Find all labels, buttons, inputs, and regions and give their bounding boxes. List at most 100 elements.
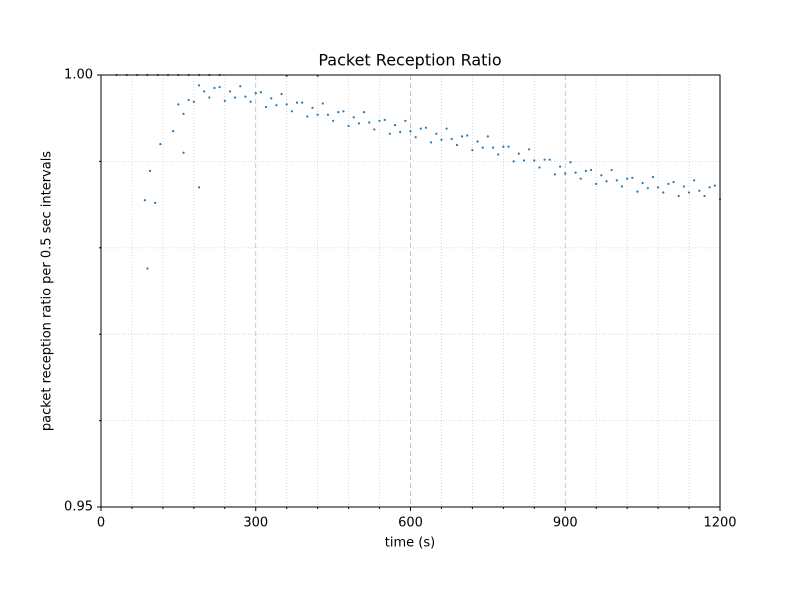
point xyxy=(259,91,263,94)
point xyxy=(682,185,685,188)
point xyxy=(148,169,152,173)
x-tick-label: 300 xyxy=(243,516,268,531)
point xyxy=(399,130,402,134)
point xyxy=(264,105,268,109)
point xyxy=(337,111,340,114)
point xyxy=(548,158,551,161)
point xyxy=(342,110,345,113)
point xyxy=(228,90,232,93)
x-tick-label: 0 xyxy=(97,516,105,531)
point xyxy=(662,191,665,194)
point xyxy=(584,169,587,173)
point xyxy=(672,181,675,184)
point xyxy=(419,127,422,130)
point xyxy=(311,106,314,109)
y-axis-label: packet reception ratio per 0.5 sec inter… xyxy=(40,151,55,431)
point xyxy=(280,92,283,96)
point xyxy=(605,180,608,183)
point xyxy=(373,128,376,131)
point xyxy=(558,165,562,168)
point xyxy=(321,102,324,105)
point xyxy=(687,191,691,194)
point xyxy=(615,179,618,182)
point xyxy=(538,166,541,169)
x-tick-label: 900 xyxy=(553,516,578,531)
point xyxy=(197,186,201,189)
point xyxy=(208,96,211,99)
point xyxy=(522,159,526,162)
point xyxy=(600,174,603,177)
point xyxy=(713,184,716,187)
point xyxy=(698,189,701,192)
point xyxy=(486,135,489,138)
point xyxy=(332,119,335,122)
y-tick-label: 1.00 xyxy=(64,68,93,83)
point xyxy=(187,98,190,102)
point xyxy=(290,110,293,113)
point xyxy=(595,182,598,185)
point xyxy=(388,132,391,135)
point xyxy=(244,95,247,98)
point xyxy=(306,115,309,118)
point xyxy=(533,159,536,162)
point xyxy=(466,134,469,137)
point xyxy=(497,153,500,156)
plot-frame xyxy=(100,74,721,508)
point xyxy=(543,158,546,161)
point xyxy=(450,137,453,141)
point xyxy=(631,176,634,179)
point xyxy=(182,151,185,154)
point xyxy=(693,179,696,182)
point xyxy=(159,143,162,146)
point xyxy=(569,161,572,164)
point xyxy=(213,86,216,90)
point xyxy=(589,168,593,172)
point xyxy=(378,119,381,122)
point xyxy=(383,118,386,122)
point xyxy=(564,172,567,175)
point xyxy=(254,92,257,95)
point xyxy=(708,186,711,189)
point xyxy=(460,135,464,138)
point xyxy=(192,100,195,103)
point xyxy=(512,160,515,163)
point xyxy=(440,138,443,141)
x-tick-label: 600 xyxy=(398,516,423,531)
point xyxy=(295,101,299,104)
point xyxy=(177,103,180,106)
point xyxy=(574,171,577,174)
point xyxy=(203,90,206,93)
point xyxy=(677,194,680,198)
point xyxy=(703,194,706,198)
x-axis-label: time (s) xyxy=(385,536,435,551)
point xyxy=(476,140,479,143)
point xyxy=(249,100,252,103)
point xyxy=(646,187,649,190)
point xyxy=(270,97,273,100)
point xyxy=(154,201,157,204)
point xyxy=(641,181,644,185)
point xyxy=(553,173,557,176)
point xyxy=(172,130,175,133)
point xyxy=(667,182,670,185)
point xyxy=(143,199,146,202)
point xyxy=(404,119,407,122)
point xyxy=(445,127,448,130)
point xyxy=(393,124,397,127)
point xyxy=(239,85,242,88)
point xyxy=(218,85,221,89)
point xyxy=(620,185,624,188)
point xyxy=(347,124,350,128)
point xyxy=(471,149,474,152)
point xyxy=(223,99,226,103)
point xyxy=(368,121,371,124)
point xyxy=(430,141,433,144)
point xyxy=(502,145,505,148)
point xyxy=(146,267,149,270)
point xyxy=(357,122,361,125)
y-tick-label: 0.95 xyxy=(64,500,93,515)
point xyxy=(409,130,412,133)
point xyxy=(626,177,629,180)
